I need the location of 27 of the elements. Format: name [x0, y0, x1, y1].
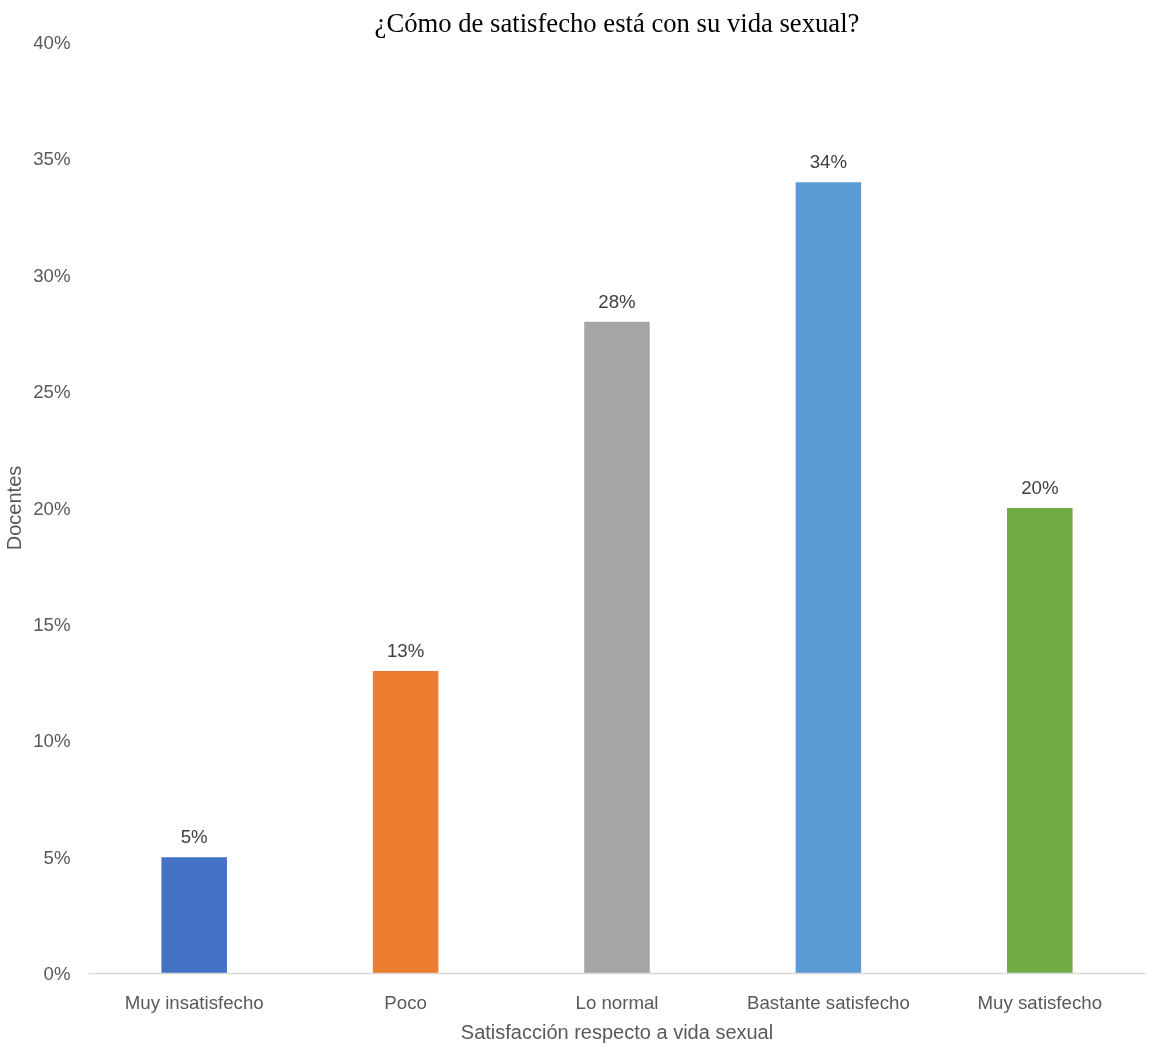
- y-tick-label: 25%: [33, 381, 71, 403]
- data-label: 34%: [809, 151, 848, 173]
- x-tick-label: Bastante satisfecho: [746, 991, 910, 1013]
- x-tick-label: Lo normal: [575, 991, 659, 1013]
- bar: [795, 182, 862, 974]
- x-tick-label: Muy satisfecho: [977, 991, 1103, 1013]
- bar: [1007, 508, 1073, 974]
- y-tick-label: 0%: [43, 963, 71, 984]
- x-tick-label: Poco: [384, 991, 427, 1013]
- bar: [584, 321, 650, 974]
- data-label: 28%: [598, 290, 636, 312]
- y-tick-label: 5%: [43, 846, 71, 868]
- y-tick-label: 15%: [33, 613, 71, 635]
- bar: [372, 670, 439, 974]
- x-axis-title: Satisfacción respecto a vida sexual: [460, 1020, 774, 1043]
- data-label: 5%: [180, 826, 208, 848]
- data-label: 20%: [1021, 477, 1059, 498]
- y-tick-label: 20%: [33, 497, 71, 519]
- data-label: 13%: [386, 639, 425, 661]
- y-tick-label: 10%: [33, 730, 71, 752]
- y-tick-label: 40%: [33, 32, 71, 53]
- y-tick-label: 35%: [33, 148, 71, 170]
- x-tick-label: Muy insatisfecho: [124, 991, 264, 1013]
- y-axis-title: Docentes: [3, 465, 26, 551]
- chart-title: ¿Cómo de satisfecho está con su vida sexual?: [374, 7, 860, 38]
- bar: [161, 857, 227, 974]
- y-tick-label: 30%: [33, 264, 71, 286]
